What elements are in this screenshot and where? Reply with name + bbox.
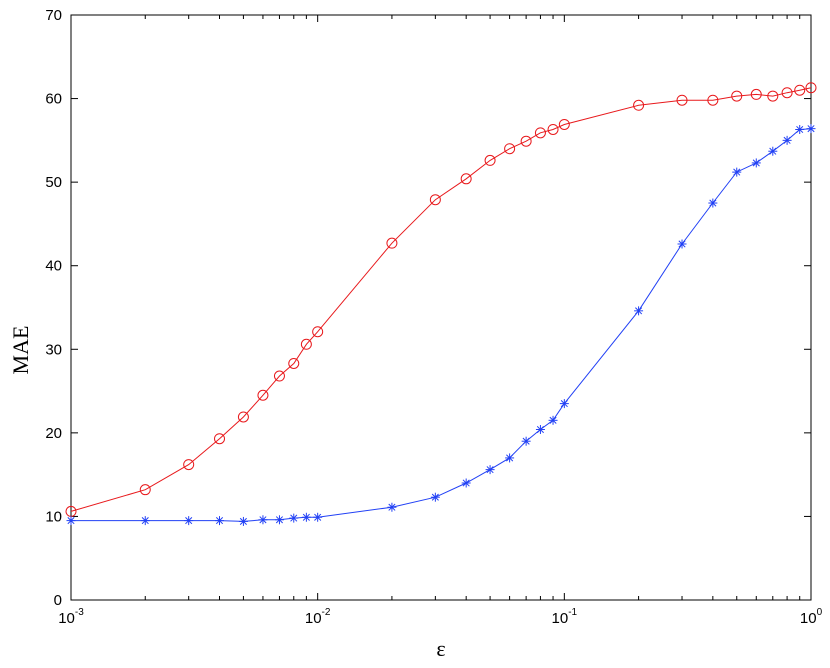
data-point-circle <box>731 90 743 102</box>
data-point-star <box>387 502 397 512</box>
data-point-star <box>806 124 816 134</box>
data-point-star <box>313 512 323 522</box>
data-point-star <box>430 492 440 502</box>
data-point-star <box>505 453 515 463</box>
x-axis-title: ε <box>436 636 445 661</box>
data-point-star <box>795 124 805 134</box>
data-point-circle <box>288 357 300 369</box>
data-point-circle <box>750 88 762 100</box>
data-point-star <box>768 146 778 156</box>
series-1 <box>65 82 817 517</box>
y-tick-label: 10 <box>45 508 62 525</box>
series-2 <box>66 124 816 526</box>
data-point-circle <box>312 326 324 338</box>
data-point-circle <box>460 173 472 185</box>
data-point-star <box>66 516 76 526</box>
x-tick-label: 10-2 <box>305 607 331 627</box>
data-point-star <box>535 425 545 435</box>
data-point-circle <box>781 87 793 99</box>
y-tick-label: 30 <box>45 341 62 358</box>
data-point-star <box>461 478 471 488</box>
data-point-star <box>215 516 225 526</box>
data-point-star <box>634 306 644 316</box>
data-point-circle <box>520 135 532 147</box>
data-point-circle <box>633 99 645 111</box>
data-point-circle <box>547 123 559 135</box>
data-point-circle <box>386 237 398 249</box>
y-tick-label: 60 <box>45 91 62 108</box>
data-point-circle <box>794 84 806 96</box>
y-tick-label: 40 <box>45 258 62 275</box>
data-point-star <box>140 516 150 526</box>
series-line <box>71 128 812 522</box>
y-axis-title: MAE <box>8 326 33 375</box>
data-point-star <box>289 513 299 523</box>
data-point-circle <box>534 127 546 139</box>
y-tick-label: 70 <box>45 7 62 24</box>
data-point-circle <box>273 370 285 382</box>
data-point-circle <box>237 411 249 423</box>
data-point-circle <box>558 118 570 130</box>
data-point-circle <box>484 154 496 166</box>
data-point-circle <box>676 94 688 106</box>
data-point-circle <box>504 143 516 155</box>
x-tick-label: 10-3 <box>58 607 84 627</box>
y-axis-ticks: 0 10 20 30 40 50 60 70 <box>45 7 811 609</box>
data-point-star <box>274 515 284 525</box>
x-tick-label: 100 <box>800 607 823 627</box>
data-point-star <box>521 436 531 446</box>
data-point-star <box>732 167 742 177</box>
plot-area <box>70 14 812 601</box>
data-point-star <box>677 239 687 249</box>
data-point-circle <box>767 90 779 102</box>
data-point-circle <box>429 194 441 206</box>
x-tick-label: 10-1 <box>552 607 578 627</box>
data-point-circle <box>300 338 312 350</box>
data-point-star <box>301 512 311 522</box>
data-point-star <box>782 135 792 145</box>
y-tick-label: 0 <box>54 592 62 609</box>
data-point-star <box>485 465 495 475</box>
data-point-star <box>548 415 558 425</box>
data-point-circle <box>805 82 817 94</box>
data-point-star <box>238 516 248 526</box>
data-point-circle <box>214 433 226 445</box>
y-tick-label: 20 <box>45 425 62 442</box>
y-tick-label: 50 <box>45 174 62 191</box>
data-point-star <box>708 198 718 208</box>
x-axis-ticks: 10-3 10-2 10-1 100 <box>58 15 823 627</box>
data-point-circle <box>707 94 719 106</box>
data-point-circle <box>257 389 269 401</box>
data-point-star <box>258 515 268 525</box>
series-layer <box>65 82 817 526</box>
series-line <box>70 87 812 512</box>
data-point-circle <box>183 459 195 471</box>
data-point-star <box>184 516 194 526</box>
data-point-star <box>559 399 569 409</box>
data-point-star <box>751 158 761 168</box>
data-point-circle <box>139 484 151 496</box>
